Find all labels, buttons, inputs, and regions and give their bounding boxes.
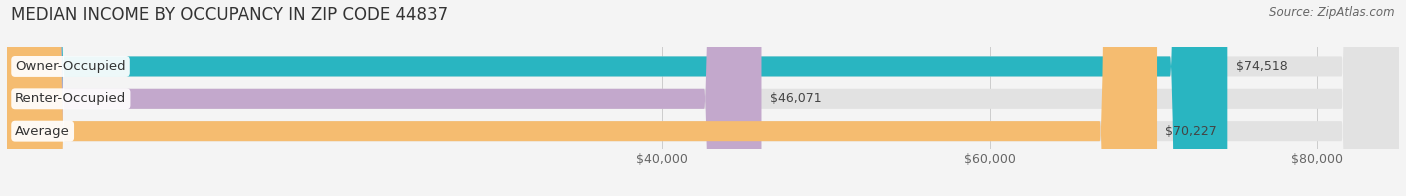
Text: Source: ZipAtlas.com: Source: ZipAtlas.com (1270, 6, 1395, 19)
FancyBboxPatch shape (7, 0, 1399, 196)
FancyBboxPatch shape (7, 0, 1399, 196)
Text: MEDIAN INCOME BY OCCUPANCY IN ZIP CODE 44837: MEDIAN INCOME BY OCCUPANCY IN ZIP CODE 4… (11, 6, 449, 24)
Text: $70,227: $70,227 (1166, 125, 1218, 138)
Text: Owner-Occupied: Owner-Occupied (15, 60, 127, 73)
Text: Average: Average (15, 125, 70, 138)
FancyBboxPatch shape (7, 0, 1227, 196)
FancyBboxPatch shape (7, 0, 762, 196)
FancyBboxPatch shape (7, 0, 1157, 196)
Text: Renter-Occupied: Renter-Occupied (15, 92, 127, 105)
Text: $46,071: $46,071 (769, 92, 821, 105)
Text: $74,518: $74,518 (1236, 60, 1288, 73)
FancyBboxPatch shape (7, 0, 1399, 196)
